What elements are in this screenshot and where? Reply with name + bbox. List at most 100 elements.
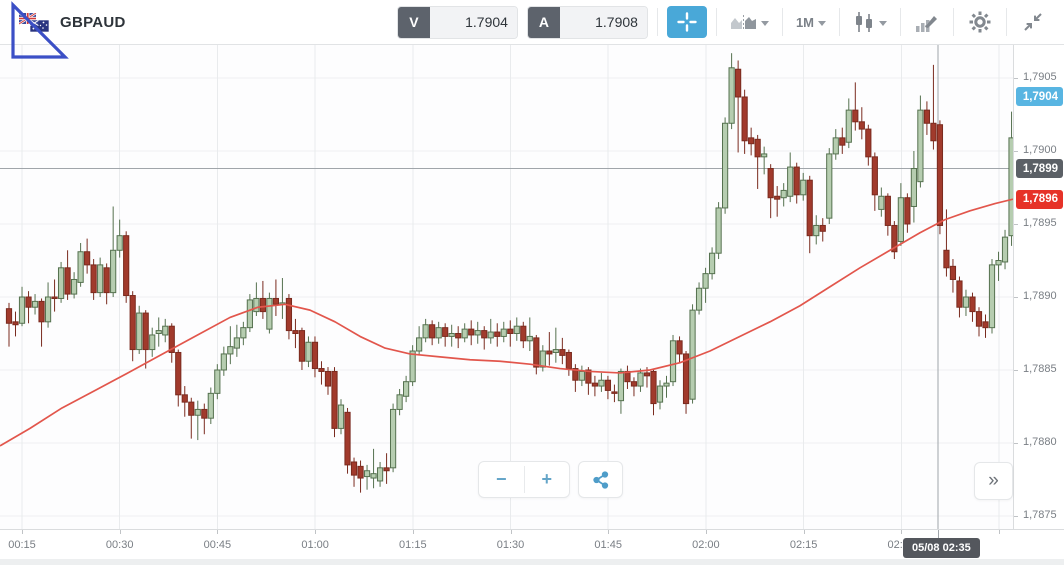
x-axis-tick [999, 530, 1000, 534]
candle-body [266, 297, 273, 330]
x-axis-tick [901, 530, 903, 534]
zoom-in-button[interactable]: + [541, 469, 552, 489]
y-axis-tick [1014, 224, 1018, 225]
candle-body [826, 153, 833, 219]
candle-body [936, 124, 944, 226]
x-axis-tick [705, 530, 707, 534]
candle-body [910, 168, 917, 207]
candle-body [871, 156, 878, 196]
y-axis-tick [1014, 297, 1018, 298]
candle-body [227, 346, 234, 355]
x-axis-label: 01:45 [594, 539, 622, 551]
toolbar-separator [656, 8, 658, 36]
x-axis-tick [119, 530, 121, 534]
candle-body [1001, 236, 1009, 263]
candle-body [12, 321, 19, 326]
candle-body [930, 122, 937, 142]
sell-button[interactable]: V [397, 6, 430, 38]
candle-body [617, 370, 625, 402]
candle-body [246, 299, 253, 329]
candle-body [637, 372, 644, 387]
crosshair-price-badge: 1,7899 [1016, 159, 1063, 179]
candle-body [813, 224, 820, 237]
candle-body [292, 330, 299, 334]
share-button[interactable] [578, 461, 623, 498]
candle-body [376, 467, 384, 482]
candle-body [650, 370, 657, 405]
crosshair-tool-button[interactable] [666, 6, 707, 38]
candle-body [201, 408, 208, 419]
candle-body [188, 401, 195, 416]
candle-body [31, 300, 39, 308]
collapse-chart-button[interactable] [1016, 7, 1050, 38]
y-axis-label: 1,7905 [1023, 71, 1057, 83]
candle-body [956, 280, 963, 308]
time-axis[interactable]: 05/08 02:35 00:15 00:30 00:45 01:00 01:15 01:… [0, 529, 1064, 559]
candle-body [780, 189, 787, 199]
y-axis-label: 1,7895 [1023, 217, 1057, 229]
candle-body [442, 327, 449, 337]
candle-body [57, 267, 65, 299]
candle-body [604, 379, 612, 391]
candle-body [904, 197, 911, 225]
candle-style-button[interactable] [849, 7, 891, 38]
chart-type-button[interactable] [726, 7, 773, 38]
candle-body [285, 297, 293, 332]
candle-body [546, 350, 553, 355]
toolbar-separator [781, 8, 783, 36]
candle-body [578, 370, 585, 381]
candle-body [995, 260, 1002, 266]
candle-body [5, 308, 13, 324]
area-chart-type-icon [730, 15, 756, 29]
candle-body [162, 325, 169, 336]
y-axis-label: 1,7900 [1023, 144, 1057, 156]
price-axis[interactable]: 1,7904 1,7899 1,7896 1,7905 1,7900 1,7895 1… [1013, 45, 1064, 529]
candle-body [494, 331, 501, 337]
bottom-strip [0, 559, 1064, 565]
toolbar-separator [1006, 8, 1007, 36]
toolbar-separator [900, 8, 901, 36]
candle-body [702, 273, 709, 289]
buy-quote[interactable]: A 1.7908 [526, 5, 648, 39]
timeframe-button[interactable]: 1M [792, 7, 830, 38]
australia-flag-icon [29, 19, 49, 32]
candle-body [761, 153, 768, 158]
candle-body [324, 370, 332, 387]
candle-body [409, 350, 416, 383]
candle-body [44, 296, 52, 323]
zoom-divider [523, 466, 525, 493]
toolbar-separator [715, 8, 717, 36]
y-axis-tick [1014, 151, 1018, 152]
candle-body [389, 408, 397, 469]
candle-body [435, 327, 442, 339]
candle-body [383, 467, 390, 472]
expand-panel-button[interactable]: » [974, 462, 1013, 500]
settings-button[interactable] [963, 7, 997, 38]
candle-body [774, 195, 781, 200]
candlestick-chart[interactable] [0, 45, 1013, 529]
candle-body [552, 349, 559, 353]
candle-body [194, 408, 201, 416]
crosshair-vertical-stub [938, 530, 939, 540]
buy-price-value: 1.7908 [559, 6, 647, 38]
sell-quote[interactable]: V 1.7904 [396, 5, 518, 39]
candle-body [272, 297, 280, 305]
candle-body [142, 312, 149, 351]
candle-body [507, 328, 514, 334]
y-axis-label: 1,7890 [1023, 290, 1057, 302]
zoom-out-button[interactable]: − [495, 469, 507, 489]
drawing-tools-button[interactable] [910, 7, 944, 38]
candle-body [429, 324, 436, 339]
candle-body [181, 394, 188, 403]
candle-body [559, 349, 566, 356]
x-axis-tick [217, 530, 219, 534]
x-axis-label: 00:45 [203, 539, 232, 551]
candle-body [90, 264, 97, 294]
buy-button[interactable]: A [527, 6, 560, 38]
candle-body [481, 330, 488, 339]
x-axis-label: 01:00 [301, 539, 329, 551]
y-axis-tick [1014, 443, 1018, 444]
candlestick-icon [856, 12, 872, 32]
gbpaud-pair-flag-icon [19, 12, 49, 32]
